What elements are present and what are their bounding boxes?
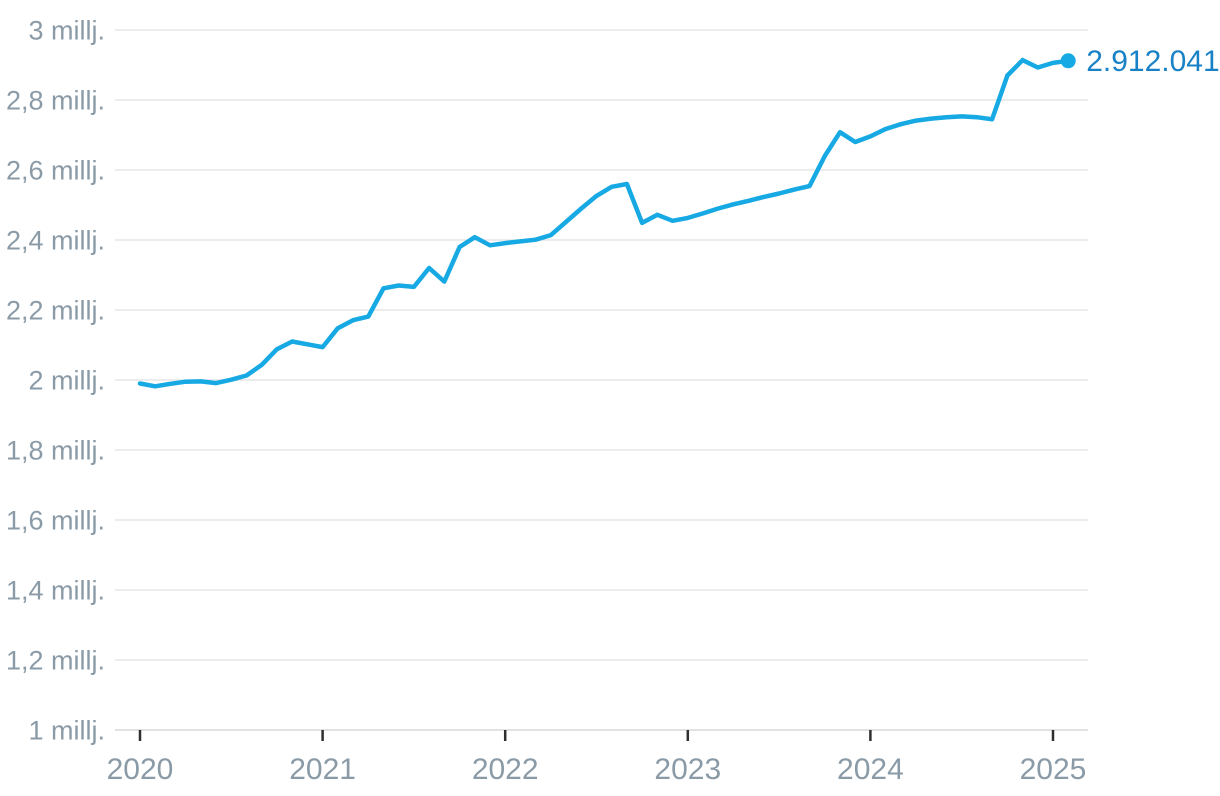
y-tick-label: 2 millj. — [28, 366, 105, 396]
x-tick-label: 2020 — [107, 753, 174, 786]
x-tick-label: 2022 — [472, 753, 539, 786]
y-tick-label: 1,8 millj. — [6, 436, 105, 466]
gridlines — [115, 29, 1088, 731]
y-tick-label: 1,4 millj. — [6, 576, 105, 606]
end-dot — [1060, 53, 1076, 69]
end-value-label: 2.912.041 — [1086, 45, 1219, 78]
x-tick-label: 2021 — [289, 753, 356, 786]
data-series-line — [137, 53, 1076, 389]
end-value-text: 2.912.041 — [1086, 45, 1219, 78]
y-tick-label: 2,4 millj. — [6, 226, 105, 256]
x-tick-label: 2024 — [837, 753, 904, 786]
y-tick-label: 1,6 millj. — [6, 506, 105, 536]
y-axis-labels: 3 millj. 2,8 millj. 2,6 millj. 2,4 millj. 2,… — [6, 16, 105, 746]
y-tick-label: 3 millj. — [28, 16, 105, 46]
y-tick-label: 1 millj. — [28, 716, 105, 746]
x-axis-labels: 2020 2021 2022 2023 2024 2025 — [107, 753, 1087, 786]
y-tick-label: 2,2 millj. — [6, 296, 105, 326]
x-tick-label: 2023 — [654, 753, 721, 786]
x-tick-label: 2025 — [1020, 753, 1087, 786]
y-tick-label: 2,6 millj. — [6, 156, 105, 186]
y-tick-label: 1,2 millj. — [6, 646, 105, 676]
series-polyline — [137, 57, 1071, 389]
x-axis-ticks — [138, 730, 1055, 741]
y-tick-label: 2,8 millj. — [6, 86, 105, 116]
